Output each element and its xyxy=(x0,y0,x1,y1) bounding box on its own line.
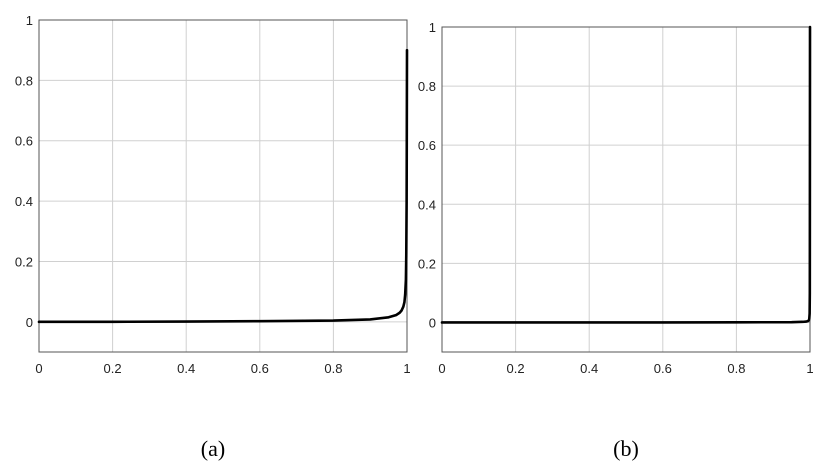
y-tick-label: 0.8 xyxy=(418,79,436,94)
panel-caption: (b) xyxy=(613,436,639,461)
y-tick-label: 0 xyxy=(429,315,436,330)
y-tick-label: 0.6 xyxy=(15,134,33,149)
plot-area xyxy=(442,27,810,352)
x-tick-label: 0.2 xyxy=(104,361,122,376)
chart-panel-a: 0 0.2 0.4 0.6 0.8 1 0 0.2 0.4 0.6 0.8 1 (a) xyxy=(15,13,411,461)
y-tick-label: 0.6 xyxy=(418,138,436,153)
x-tick-label: 0.6 xyxy=(251,361,269,376)
x-tick-label: 0 xyxy=(35,361,42,376)
y-tick-label: 0.4 xyxy=(418,197,436,212)
y-tick-label: 0 xyxy=(26,315,33,330)
x-tick-label: 0.2 xyxy=(507,361,525,376)
x-tick-label: 0 xyxy=(438,361,445,376)
series-line xyxy=(37,48,409,324)
panel-caption: (a) xyxy=(201,436,225,461)
y-tick-label: 1 xyxy=(429,20,436,35)
x-tick-label: 0.8 xyxy=(727,361,745,376)
x-tick-label: 1 xyxy=(806,361,813,376)
plot-area xyxy=(39,20,407,352)
y-tick-label: 0.8 xyxy=(15,73,33,88)
y-tick-label: 0.2 xyxy=(418,256,436,271)
y-tick-label: 1 xyxy=(26,13,33,28)
x-tick-label: 0.4 xyxy=(580,361,598,376)
y-tick-label: 0.2 xyxy=(15,254,33,269)
x-tick-label: 0.6 xyxy=(654,361,672,376)
chart-panel-b: 0 0.2 0.4 0.6 0.8 1 0 0.2 0.4 0.6 0.8 1 (b) xyxy=(418,20,814,461)
x-tick-label: 0.4 xyxy=(177,361,195,376)
x-tick-label: 1 xyxy=(403,361,410,376)
x-tick-label: 0.8 xyxy=(324,361,342,376)
series-line xyxy=(440,25,812,324)
y-tick-label: 0.4 xyxy=(15,194,33,209)
